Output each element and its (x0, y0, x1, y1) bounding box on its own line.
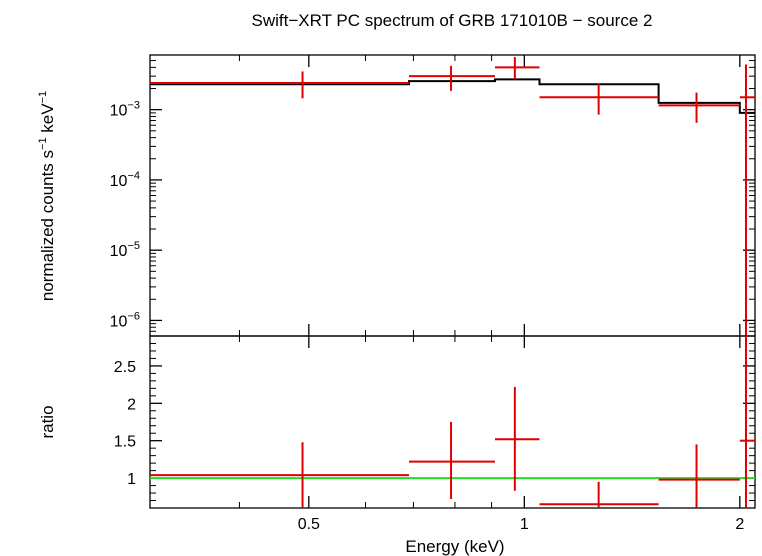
spectrum-y-tick-label: 10−6 (110, 310, 140, 330)
model-step-line (150, 78, 755, 114)
tick-base: 10 (110, 243, 128, 260)
spectrum-y-tick-label: 10−4 (110, 170, 140, 190)
ratio-y-tick-label: 1.5 (114, 434, 136, 451)
spectrum-panel: 10−310−410−510−6 (110, 54, 756, 337)
spectrum-y-tick-label: 10−5 (110, 240, 140, 260)
ylabel-mid: keV (38, 103, 57, 138)
spectrum-frame (149, 54, 756, 337)
tick-exponent: −5 (127, 240, 140, 252)
ratio-frame (149, 335, 756, 509)
ratio-data-point (658, 444, 740, 508)
x-tick-label: 2 (735, 516, 744, 533)
ratio-data-point (150, 442, 409, 508)
tick-base: 10 (110, 313, 128, 330)
spectrum-data-point (739, 64, 755, 336)
x-tick-label: 0.5 (298, 516, 320, 533)
ylabel-main: normalized counts s (38, 150, 57, 301)
tick-exponent: −6 (127, 310, 140, 322)
spectrum-data-point (658, 92, 740, 123)
ratio-y-tick-label: 2 (127, 396, 136, 413)
spectrum-y-axis-label: normalized counts s−1 keV−1 (37, 91, 57, 301)
spectrum-data-point (408, 65, 496, 91)
ylabel-exp1: −1 (37, 137, 49, 150)
spectrum-data-point (495, 57, 540, 80)
spectrum-data-point (150, 71, 409, 99)
ratio-data-point (408, 422, 496, 500)
tick-base: 10 (110, 173, 128, 190)
x-axis-label: Energy (keV) (405, 537, 504, 556)
x-tick-label: 1 (520, 516, 529, 533)
spectrum-y-tick-label: 10−3 (110, 100, 140, 120)
ratio-y-axis-label: ratio (38, 405, 57, 438)
tick-exponent: −3 (127, 100, 140, 112)
ratio-y-tick-label: 1 (127, 471, 136, 488)
ratio-data-point (739, 336, 755, 508)
ratio-panel: 1 1.5 2 2.5 0.5 1 2 (114, 335, 756, 533)
spectrum-data-point (539, 83, 659, 115)
tick-exponent: −4 (127, 170, 140, 182)
ratio-data-point (495, 386, 540, 491)
chart-title: Swift−XRT PC spectrum of GRB 171010B − s… (252, 11, 653, 30)
ratio-data-point (539, 481, 659, 508)
tick-base: 10 (110, 103, 128, 120)
ratio-y-tick-label: 2.5 (114, 359, 136, 376)
ylabel-exp2: −1 (37, 91, 49, 104)
